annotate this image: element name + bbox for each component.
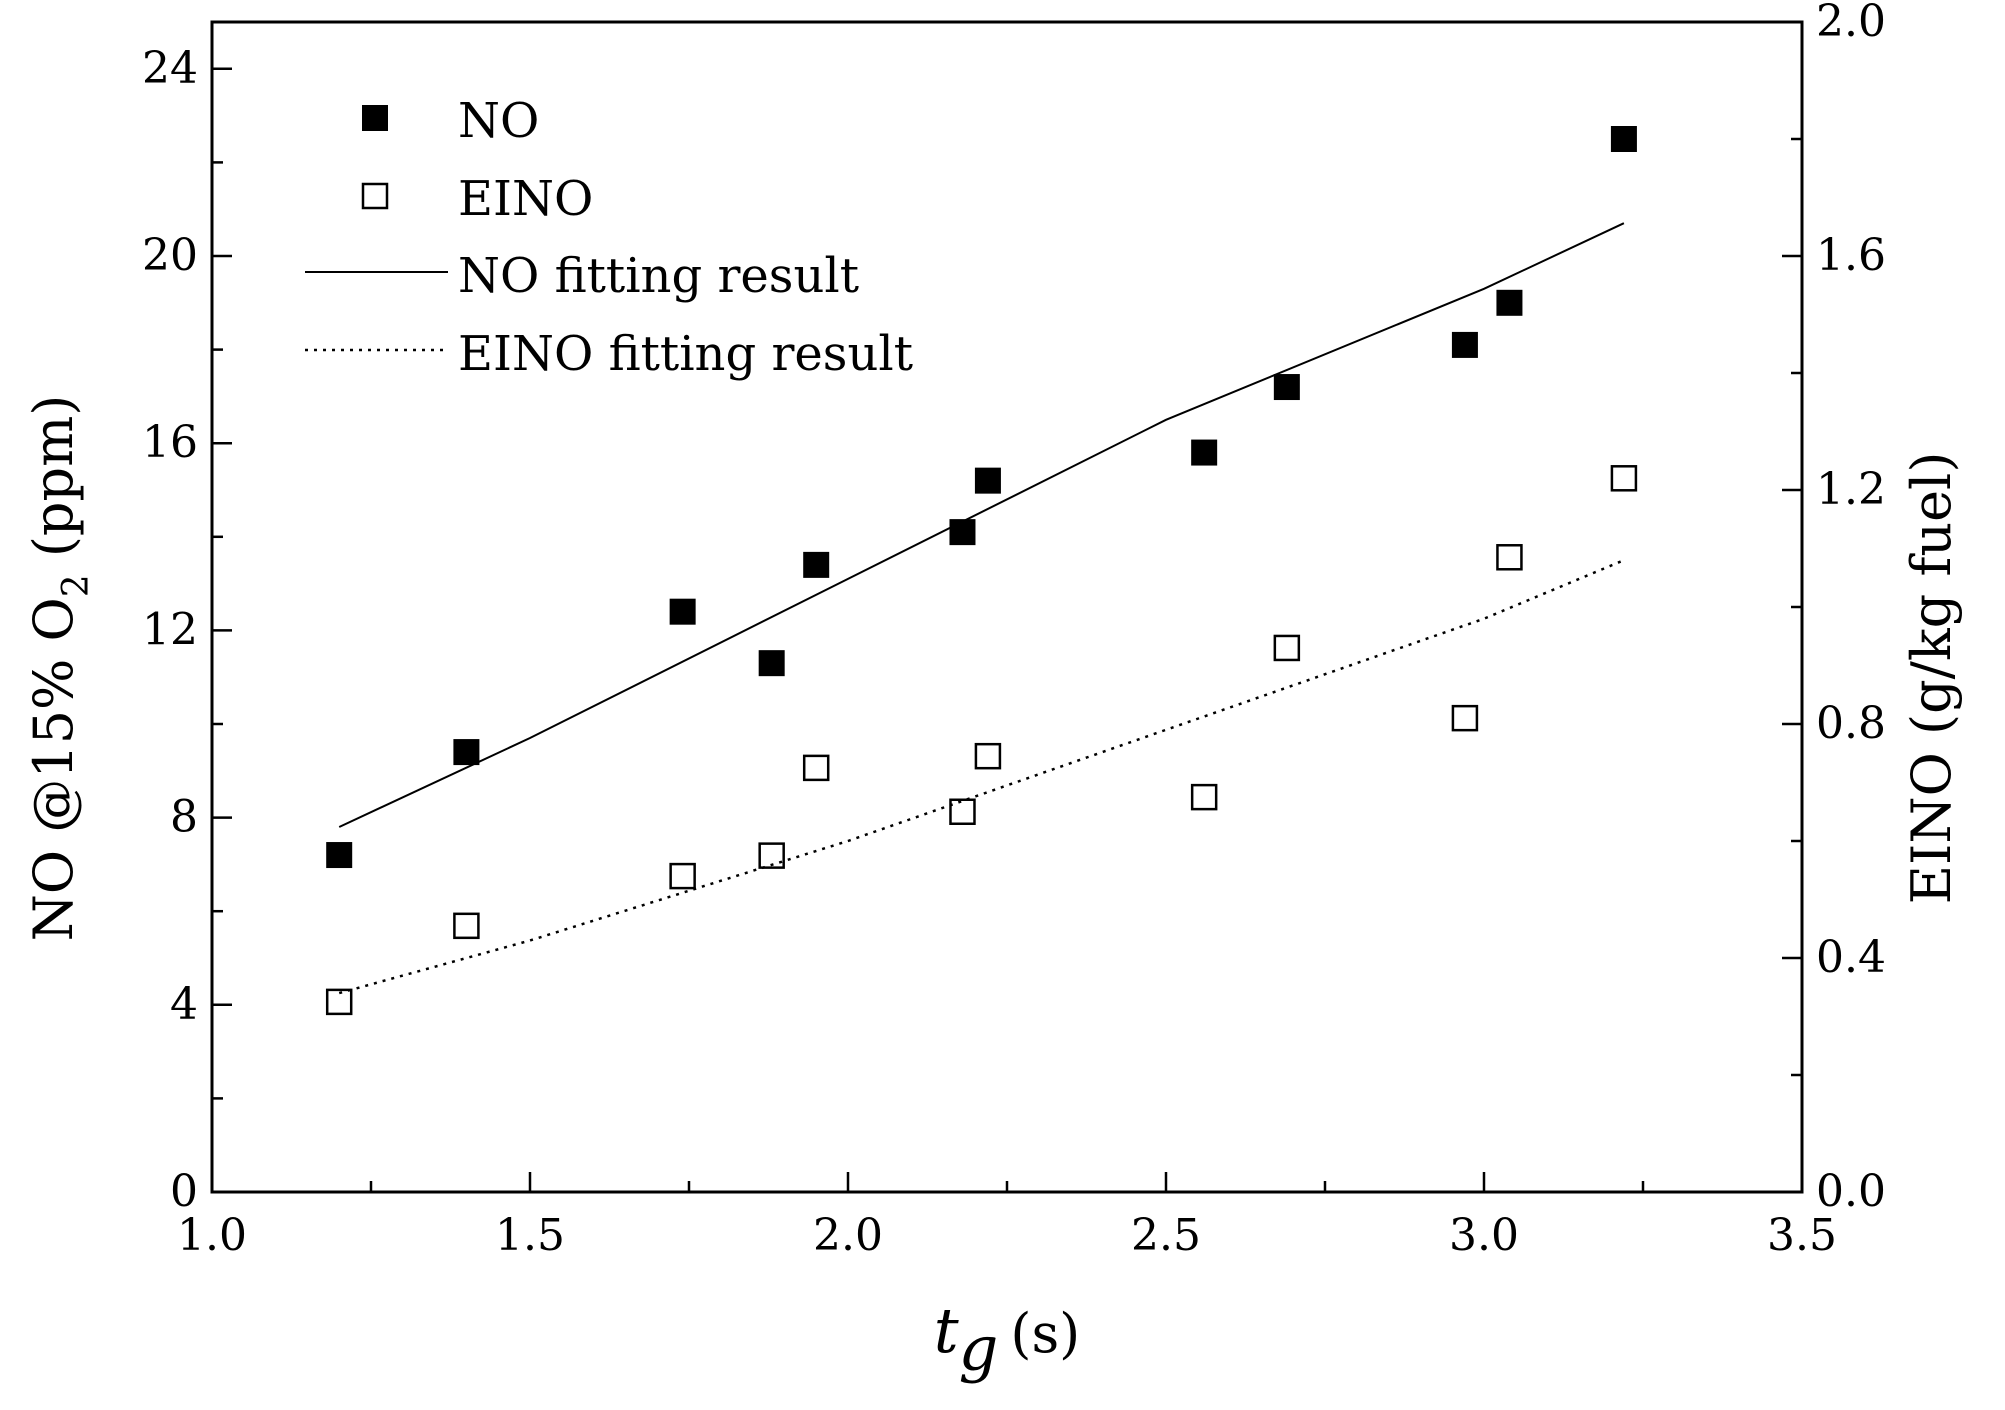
y-left-tick-label: 4 (170, 979, 198, 1030)
no-point (949, 519, 976, 546)
y-right-tick-label: 2.0 (1816, 0, 1886, 47)
eino-point (1451, 704, 1479, 732)
y-right-tick-label: 0.4 (1816, 932, 1886, 983)
x-tick-label: 3.0 (1449, 1210, 1519, 1261)
no-point (1610, 126, 1637, 152)
y-right-tick-label: 1.6 (1816, 230, 1886, 281)
legend-label-no: NO (458, 93, 539, 149)
y-right-tick-label: 1.2 (1816, 464, 1886, 515)
x-tick-label: 2.0 (813, 1210, 883, 1261)
legend-label-eino-fit: EINO fitting result (458, 326, 913, 382)
legend-marker-eino (361, 182, 389, 210)
legend: NO EINO NO fitting result EINO fitting r… (305, 93, 913, 382)
x-axis-title-main: t (934, 1294, 959, 1367)
no-point (758, 650, 785, 677)
y-right-axis-ticks: 0.0 0.4 0.8 1.2 1.6 2.0 (1782, 0, 1886, 1217)
no-point (669, 598, 696, 625)
x-tick-label: 2.5 (1131, 1210, 1201, 1261)
y-left-tick-label: 0 (170, 1166, 198, 1217)
y-left-axis-title-sub: 2 (56, 574, 97, 597)
x-axis-ticks: 1.0 1.5 2.0 2.5 3.0 3.5 (177, 1172, 1837, 1261)
no-fitting-result-line (338, 222, 1625, 828)
x-tick-label: 1.5 (495, 1210, 565, 1261)
y-left-tick-label: 16 (142, 417, 198, 468)
x-axis-title: tg (s) (934, 1294, 1080, 1385)
no-point (1496, 289, 1523, 316)
x-tick-label: 3.5 (1767, 1210, 1837, 1261)
series-layer (325, 126, 1638, 1016)
x-tick-label: 1.0 (177, 1210, 247, 1261)
eino-point (669, 862, 696, 890)
x-axis-title-sub: g (959, 1312, 999, 1385)
eino-point (949, 798, 976, 825)
y-left-axis-title: NO @15% O2 (ppm) (22, 395, 97, 942)
eino-point (974, 742, 1002, 770)
eino-point (1273, 634, 1301, 662)
y-left-axis-title-post: (ppm) (22, 395, 85, 575)
y-left-tick-label: 20 (142, 230, 198, 281)
eino-point (1496, 544, 1523, 571)
y-left-axis-ticks: 0 4 8 12 16 20 24 (142, 43, 232, 1217)
eino-point (325, 988, 353, 1016)
y-right-tick-label: 0.0 (1816, 1166, 1886, 1217)
no-point (1273, 374, 1300, 401)
plot-frame (210, 20, 1804, 1194)
eino-point (802, 754, 830, 782)
no-point (453, 739, 480, 766)
eino-point (1190, 783, 1218, 811)
no-point (1451, 331, 1478, 358)
eino-point (453, 912, 480, 940)
y-left-tick-label: 12 (142, 604, 198, 655)
no-point (803, 551, 830, 578)
eino-fitting-result-line (338, 559, 1625, 995)
y-left-tick-label: 8 (170, 792, 198, 843)
y-right-axis-title: EINO (g/kg fuel) (1900, 452, 1963, 905)
x-axis-title-unit: (s) (1010, 1302, 1080, 1365)
eino-point (1610, 465, 1638, 492)
y-left-axis-title-pre: NO @15% O (22, 597, 85, 941)
legend-label-no-fit: NO fitting result (458, 248, 859, 304)
no-point (326, 842, 353, 869)
y-left-tick-label: 24 (142, 43, 198, 94)
no-point (1191, 439, 1218, 466)
no-point (974, 467, 1001, 494)
y-right-tick-label: 0.8 (1816, 698, 1886, 749)
legend-label-eino: EINO (458, 171, 593, 227)
legend-marker-no (362, 105, 388, 131)
